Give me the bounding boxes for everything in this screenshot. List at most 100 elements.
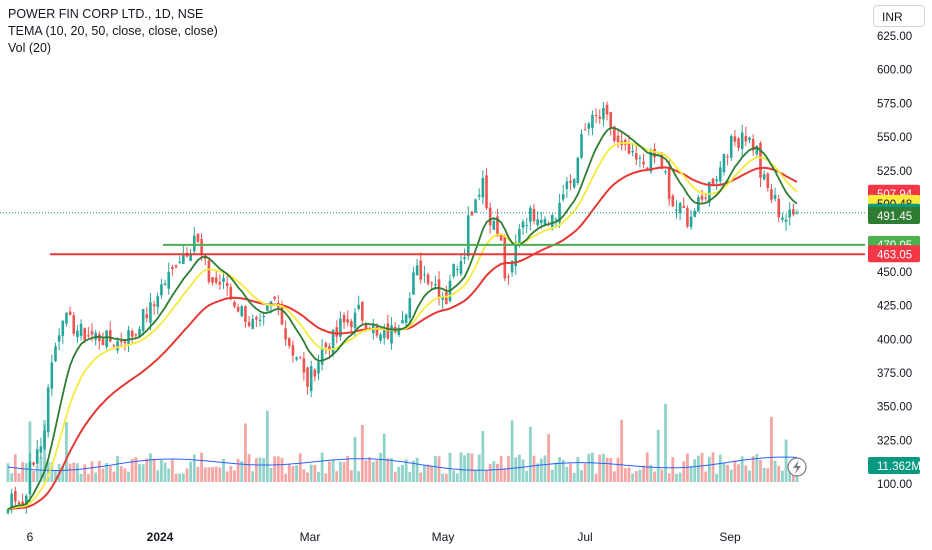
candle-body [295, 357, 298, 360]
candle-body [178, 261, 181, 264]
candle-body [485, 175, 488, 209]
volume-bar [667, 473, 671, 482]
candle-body [171, 266, 174, 270]
volume-bar [660, 469, 664, 482]
candle-body [182, 253, 185, 264]
time-axis[interactable]: 6 2024 Mar May Jul Sep [27, 530, 741, 544]
candle-body [255, 317, 258, 320]
candle-body [726, 156, 729, 158]
volume-ma-line [7, 456, 798, 471]
volume-bar [83, 464, 87, 482]
candle-body [375, 326, 379, 336]
candle-body [740, 132, 744, 149]
volume-bar [492, 461, 496, 482]
volume-bar [711, 452, 715, 482]
volume-bar [463, 455, 466, 482]
candle-body [518, 229, 521, 246]
candle-body [477, 194, 481, 197]
candle-body [792, 209, 795, 215]
volume-bar [236, 458, 240, 482]
candle-body [17, 502, 21, 505]
horizontal-lines[interactable] [0, 212, 865, 256]
candle-body [554, 219, 558, 221]
candle-body [21, 501, 24, 506]
volume-bar [485, 470, 488, 482]
volume-bar [189, 461, 193, 482]
indicator-tema-label[interactable]: TEMA (10, 20, 50, close, close, close) [8, 24, 218, 38]
candle-body [218, 281, 222, 285]
candle-body [423, 274, 426, 276]
candle-body [39, 446, 43, 453]
volume-bar [726, 464, 729, 482]
candle-body [350, 321, 353, 328]
time-label-6: 6 [27, 530, 34, 544]
volume-bar [284, 473, 288, 482]
volume-bar [448, 452, 452, 482]
volume-bar [262, 458, 266, 482]
volume-bar [784, 439, 788, 482]
volume-bar [558, 457, 561, 482]
candle-body [240, 306, 244, 317]
candle-body [302, 358, 306, 373]
candle-body [83, 328, 87, 341]
volume-bar [594, 473, 598, 482]
candle-body [733, 136, 737, 142]
volume-bar [455, 473, 459, 482]
lightning-icon[interactable] [787, 457, 807, 477]
volume-bar [653, 471, 656, 482]
volume-bar [631, 473, 635, 482]
candle-body [488, 207, 492, 226]
candle-body [412, 272, 415, 295]
tema-10-line [7, 126, 798, 510]
candle-body [32, 462, 35, 465]
candle-body [634, 153, 638, 160]
candle-body [718, 167, 722, 182]
candle-body [247, 321, 251, 327]
time-label-2024: 2024 [147, 530, 174, 544]
volume-bar [222, 458, 225, 482]
candle-body [160, 284, 163, 296]
time-label-mar: Mar [300, 530, 321, 544]
volume-bar [423, 465, 426, 482]
volume-bar [251, 471, 255, 482]
volume-bar [514, 457, 518, 482]
candle-body [602, 108, 605, 120]
volume-bar [715, 473, 719, 482]
candle-body [474, 199, 477, 213]
volume-bar [65, 421, 68, 482]
time-label-may: May [432, 530, 455, 544]
candle-body [540, 220, 543, 223]
candle-body [598, 116, 602, 119]
volume-bar [598, 454, 602, 482]
candle-body [664, 171, 667, 173]
volume-bar [759, 459, 762, 482]
volume-bar [415, 457, 419, 482]
candle-body [390, 325, 393, 344]
volume-bar [393, 471, 397, 482]
volume-bar [375, 460, 379, 482]
candle-body [6, 509, 10, 514]
volume-bar [466, 453, 470, 482]
candle-body [138, 328, 141, 337]
candle-body [222, 278, 225, 282]
volume-bar [623, 468, 627, 482]
volume-bar [488, 463, 492, 482]
symbol-title[interactable]: POWER FIN CORP LTD., 1D, NSE [8, 7, 204, 21]
indicator-vol-label[interactable]: Vol (20) [8, 41, 52, 55]
volume-bar [696, 455, 700, 482]
candle-body [536, 219, 539, 225]
currency-selector[interactable]: INR [873, 5, 925, 27]
volume-bar [196, 466, 200, 482]
volume-bar [433, 455, 437, 482]
candle-body [130, 330, 134, 337]
candle-body [46, 387, 50, 433]
volume-bar [528, 426, 532, 482]
candle-body [266, 303, 269, 311]
candle-body [543, 218, 547, 225]
volume-bar [382, 433, 386, 482]
price-axis[interactable]: 625.00 600.00 575.00 550.00 525.00 450.00 425.… [877, 31, 912, 491]
volume-bar [244, 423, 247, 482]
volume-bar [675, 473, 678, 482]
volume-bar [152, 458, 156, 482]
